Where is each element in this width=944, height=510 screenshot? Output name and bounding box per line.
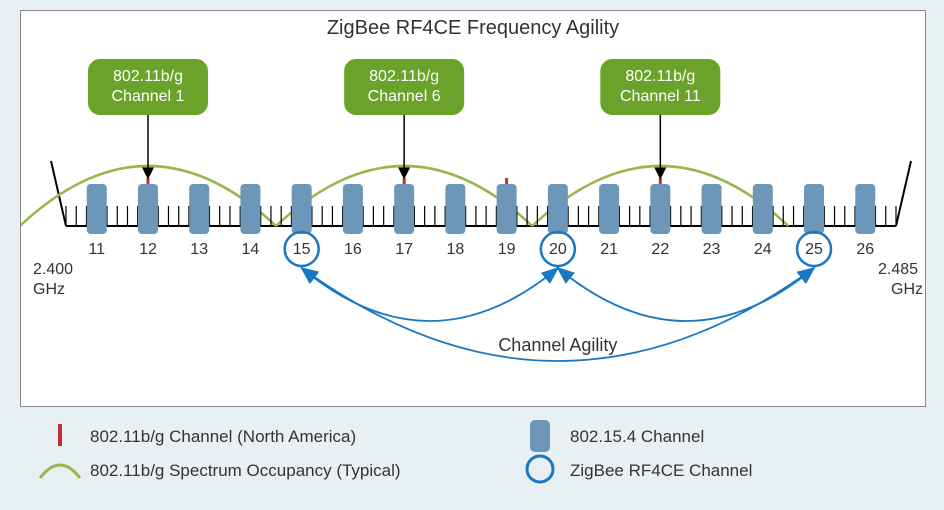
channel-number: 12	[139, 241, 157, 258]
channel-number: 19	[498, 241, 516, 258]
legend-text: 802.11b/g Channel (North America)	[90, 427, 356, 446]
channel-number: 24	[754, 241, 772, 258]
zigbee-channel-bar	[702, 184, 722, 234]
channel-number: 21	[600, 241, 618, 258]
wifi-pill-line2: Channel 11	[620, 88, 701, 105]
zigbee-channel-bar	[292, 184, 312, 234]
zigbee-channel-bar	[343, 184, 363, 234]
zigbee-channel-bar	[87, 184, 107, 234]
zigbee-channel-bar	[650, 184, 670, 234]
zigbee-channel-bar	[445, 184, 465, 234]
legend-arc-icon	[40, 465, 80, 478]
legend-text: 802.11b/g Spectrum Occupancy (Typical)	[90, 461, 401, 480]
channel-number: 20	[549, 241, 567, 258]
agility-curve	[558, 268, 686, 321]
channel-number: 17	[395, 241, 413, 258]
zigbee-channel-bar	[394, 184, 414, 234]
zigbee-channel-bar	[804, 184, 824, 234]
zigbee-channel-bar	[599, 184, 619, 234]
wifi-pill-line2: Channel 1	[111, 88, 184, 105]
channel-number: 23	[703, 241, 721, 258]
channel-number: 25	[805, 241, 823, 258]
legend-bar-icon	[530, 420, 550, 452]
zigbee-channel-bar	[855, 184, 875, 234]
zigbee-channel-bar	[189, 184, 209, 234]
wifi-pill-line1: 802.11b/g	[369, 68, 439, 85]
agility-curve	[686, 268, 814, 321]
legend-circle-icon	[527, 456, 553, 482]
channel-number: 13	[190, 241, 208, 258]
zigbee-channel-bar	[753, 184, 773, 234]
agility-curve	[302, 268, 430, 321]
channel-number: 14	[242, 241, 260, 258]
channel-number: 15	[293, 241, 311, 258]
legend-text: 802.15.4 Channel	[570, 427, 704, 446]
wifi-pill-line2: Channel 6	[368, 88, 441, 105]
channel-number: 11	[88, 241, 105, 258]
page: ZigBee RF4CE Frequency Agility 111213141…	[0, 0, 944, 506]
wifi-pill-line1: 802.11b/g	[113, 68, 183, 85]
channel-number: 16	[344, 241, 362, 258]
agility-curve	[430, 268, 558, 321]
channel-number: 26	[856, 241, 874, 258]
freq-left-bot: GHz	[33, 281, 65, 298]
zigbee-channel-bar	[138, 184, 158, 234]
agility-label: Channel Agility	[498, 335, 617, 355]
legend-svg: 802.11b/g Channel (North America) 802.11b…	[0, 410, 944, 510]
wifi-pill-line1: 802.11b/g	[625, 68, 695, 85]
zigbee-channel-bar	[497, 184, 517, 234]
channel-number: 18	[446, 241, 464, 258]
zigbee-channel-bar	[240, 184, 260, 234]
legend-text: ZigBee RF4CE Channel	[570, 461, 752, 480]
diagram-svg: 11 12 13 14 15 16 17 18 19 20 21 22 23 24 25 26 802.11b/…	[21, 11, 925, 406]
freq-right-bot: GHz	[891, 281, 923, 298]
freq-right-top: 2.485	[878, 261, 918, 278]
diagram-panel: ZigBee RF4CE Frequency Agility 111213141…	[20, 10, 926, 407]
freq-left-top: 2.400	[33, 261, 73, 278]
channel-number: 22	[651, 241, 669, 258]
zigbee-channel-bar	[548, 184, 568, 234]
